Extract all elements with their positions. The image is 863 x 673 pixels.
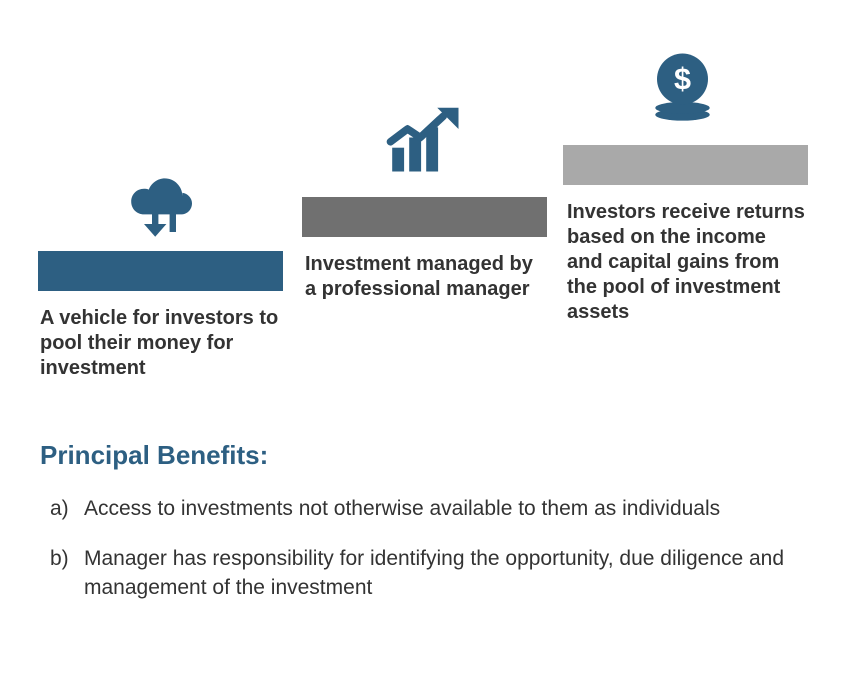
cloud-arrows-icon [120, 160, 200, 240]
benefits-title: Principal Benefits: [40, 440, 268, 471]
svg-text:$: $ [674, 62, 691, 96]
dollar-coins-icon: $ [640, 45, 725, 130]
benefit-item-b: b) Manager has responsibility for identi… [50, 545, 790, 602]
benefits-list: a) Access to investments not otherwise a… [50, 495, 790, 624]
benefit-item-a: a) Access to investments not otherwise a… [50, 495, 790, 523]
benefit-text-b: Manager has responsibility for identifyi… [84, 547, 784, 598]
growth-chart-icon [382, 95, 467, 180]
benefit-text-a: Access to investments not otherwise avai… [84, 497, 720, 520]
step-caption-2: Investment managed by a professional man… [305, 252, 545, 302]
benefit-marker-a: a) [50, 495, 69, 523]
benefit-marker-b: b) [50, 545, 69, 573]
step-caption-3: Investors receive returns based on the i… [567, 200, 807, 325]
step-caption-1: A vehicle for investors to pool their mo… [40, 306, 280, 381]
